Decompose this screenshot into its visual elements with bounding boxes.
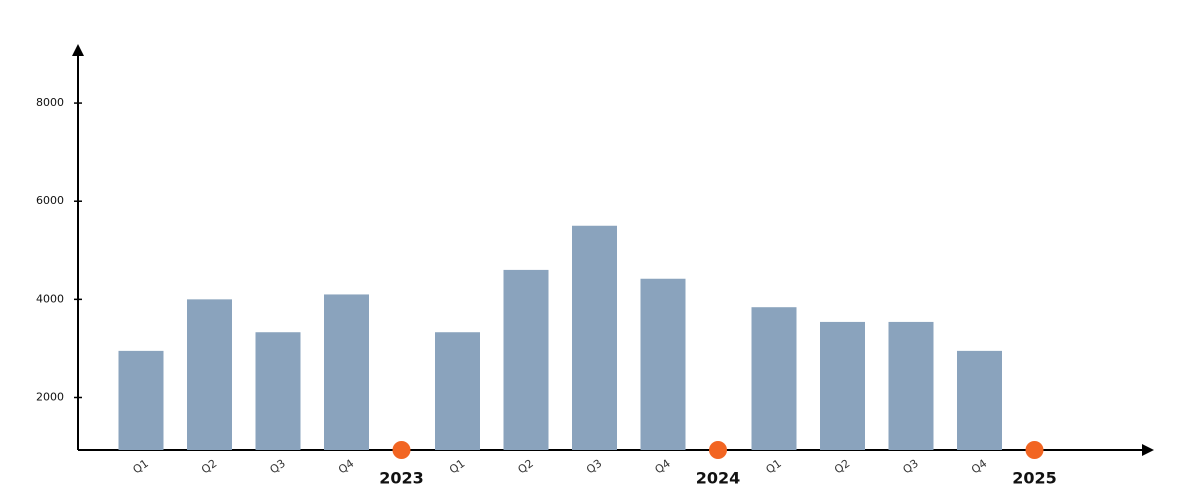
- bar: [187, 299, 232, 450]
- bar: [820, 321, 865, 450]
- year-label: 2025: [1012, 469, 1057, 488]
- x-tick-label: Q2: [199, 457, 219, 477]
- x-tick-label: Q1: [764, 457, 784, 477]
- x-tick-label: Q3: [268, 457, 288, 477]
- x-tick-label: Q1: [131, 457, 151, 477]
- x-tick-label: Q2: [516, 457, 536, 477]
- x-tick-label: Q4: [969, 457, 989, 477]
- bar: [118, 350, 164, 450]
- year-marker: [392, 441, 411, 459]
- x-tick-label: Q1: [447, 457, 467, 477]
- year-label: 2024: [696, 469, 741, 488]
- bar: [640, 278, 686, 450]
- year-marker: [1025, 441, 1044, 459]
- bar: [572, 225, 617, 450]
- y-tick-label: 2000: [36, 390, 64, 403]
- bar: [888, 321, 934, 450]
- y-tick-label: 4000: [36, 292, 64, 305]
- y-tick-label: 6000: [36, 194, 64, 207]
- x-tick-label: Q3: [584, 457, 604, 477]
- bar: [324, 294, 369, 450]
- year-label: 2023: [379, 469, 424, 488]
- bar: [503, 269, 549, 450]
- x-tick-label: Q4: [336, 457, 356, 477]
- bar: [255, 332, 301, 450]
- x-tick-label: Q2: [832, 457, 852, 477]
- bar: [957, 350, 1002, 450]
- x-tick-label: Q3: [901, 457, 921, 477]
- y-tick-label: 8000: [36, 96, 64, 109]
- bar: [435, 332, 480, 450]
- bar: [751, 307, 797, 450]
- year-marker: [709, 441, 727, 459]
- x-tick-label: Q4: [653, 457, 673, 477]
